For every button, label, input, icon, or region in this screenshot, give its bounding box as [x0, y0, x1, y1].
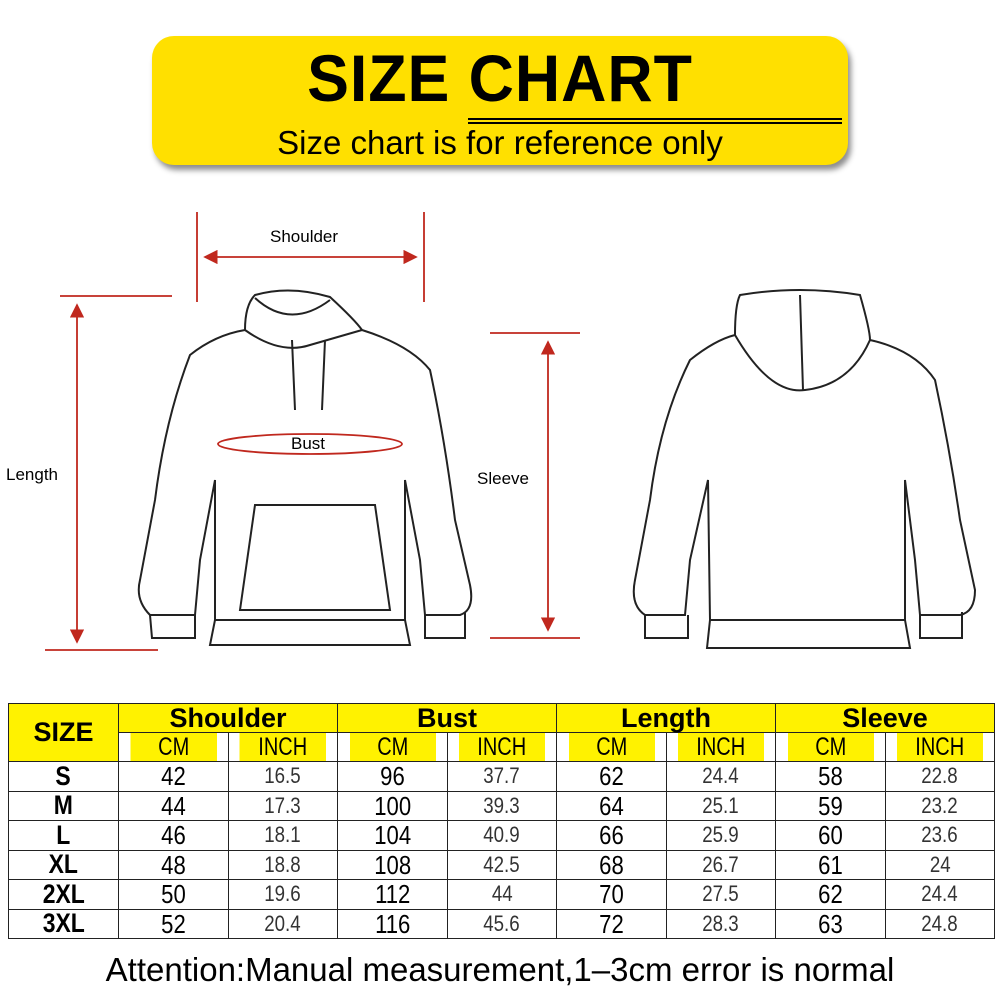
inch-cell: 26.7 — [702, 851, 739, 877]
inch-cell: 39.3 — [483, 792, 520, 818]
cm-cell: 100 — [373, 790, 411, 821]
inch-cell: 44 — [491, 881, 513, 907]
size-cell: S — [55, 760, 72, 791]
inch-cell: 24 — [929, 851, 951, 877]
size-cell: 3XL — [42, 908, 85, 939]
cm-cell: 96 — [379, 761, 405, 792]
subtitle: Size chart is for reference only — [277, 124, 723, 161]
bust-label: Bust — [291, 434, 326, 453]
cm-cell: 104 — [373, 820, 411, 851]
cm-cell: 108 — [373, 849, 411, 880]
cm-cell: 66 — [598, 820, 624, 851]
cm-cell: 112 — [374, 879, 410, 910]
unit-header: CM — [786, 732, 875, 762]
cm-cell: 52 — [160, 908, 186, 939]
inch-cell: 25.1 — [702, 792, 739, 818]
inch-cell: 28.3 — [702, 910, 739, 936]
cm-cell: 64 — [598, 790, 624, 821]
cm-cell: 72 — [598, 908, 624, 939]
length-label: Length — [6, 465, 58, 484]
footer-note: Attention:Manual measurement,1–3cm error… — [105, 951, 895, 988]
size-cell: M — [53, 790, 74, 821]
group-header: Sleeve — [775, 703, 995, 733]
inch-cell: 42.5 — [483, 851, 520, 877]
cm-cell: 61 — [817, 849, 843, 880]
title-banner: SIZE CHART Size chart is for reference o… — [152, 36, 848, 165]
cm-cell: 63 — [817, 908, 843, 939]
inch-cell: 19.6 — [264, 881, 301, 907]
group-header: Length — [556, 703, 776, 733]
inch-cell: 45.6 — [483, 910, 520, 936]
cm-cell: 70 — [598, 879, 624, 910]
inch-cell: 23.6 — [921, 822, 958, 848]
table-row: S 42 16.5 96 37.7 62 24.4 58 22.8 — [8, 760, 995, 792]
cm-cell: 59 — [817, 790, 843, 821]
cm-cell: 48 — [160, 849, 186, 880]
cm-cell: 62 — [598, 761, 624, 792]
inch-cell: 27.5 — [702, 881, 739, 907]
table-row: M 44 17.3 100 39.3 64 25.1 59 23.2 — [8, 790, 995, 821]
table-row: 3XL 52 20.4 116 45.6 72 28.3 63 24.8 — [8, 908, 995, 939]
unit-header: INCH — [895, 732, 984, 762]
size-cell: L — [56, 819, 71, 850]
inch-cell: 23.2 — [921, 792, 958, 818]
cm-cell: 46 — [160, 820, 186, 851]
title: SIZE CHART — [307, 41, 693, 115]
table-row: L 46 18.1 104 40.9 66 25.9 60 23.6 — [8, 819, 995, 851]
unit-header: INCH — [676, 732, 765, 762]
inch-cell: 37.7 — [483, 763, 520, 789]
unit-header: INCH — [457, 732, 546, 762]
inch-cell: 16.5 — [264, 763, 301, 789]
group-header: Bust — [337, 703, 557, 733]
inch-cell: 40.9 — [483, 822, 520, 848]
size-cell: XL — [48, 849, 79, 880]
inch-cell: 24.8 — [921, 910, 958, 936]
cm-cell: 68 — [598, 849, 624, 880]
group-header: Shoulder — [118, 703, 338, 733]
unit-header: CM — [567, 732, 656, 762]
size-cell: 2XL — [42, 878, 85, 909]
size-table: SIZE Shoulder Bust Length Sleeve CM INCH C… — [8, 703, 995, 939]
inch-cell: 22.8 — [921, 763, 958, 789]
hoodie-diagram — [45, 212, 977, 651]
sleeve-label: Sleeve — [477, 469, 529, 488]
cm-cell: 116 — [374, 908, 410, 939]
inch-cell: 20.4 — [264, 910, 301, 936]
cm-cell: 50 — [160, 879, 186, 910]
inch-cell: 25.9 — [702, 822, 739, 848]
cm-cell: 62 — [817, 879, 843, 910]
cm-cell: 44 — [160, 790, 186, 821]
inch-cell: 18.1 — [264, 822, 301, 848]
cm-cell: 42 — [160, 761, 186, 792]
measurement-arrows — [45, 212, 580, 651]
inch-cell: 24.4 — [921, 881, 958, 907]
unit-header: CM — [129, 732, 218, 762]
table-row: XL 48 18.8 108 42.5 68 26.7 61 24 — [8, 849, 995, 880]
table-row: 2XL 50 19.6 112 44 70 27.5 62 24.4 — [8, 878, 995, 910]
unit-header: INCH — [238, 732, 327, 762]
inch-cell: 17.3 — [264, 792, 301, 818]
shoulder-label: Shoulder — [270, 227, 339, 246]
hoodie-back — [632, 289, 977, 649]
inch-cell: 18.8 — [264, 851, 301, 877]
unit-header: CM — [348, 732, 437, 762]
title-underline — [468, 118, 842, 124]
hoodie-front — [137, 289, 473, 646]
inch-cell: 24.4 — [702, 763, 739, 789]
size-header: SIZE — [8, 703, 119, 762]
cm-cell: 60 — [817, 820, 843, 851]
cm-cell: 58 — [817, 761, 843, 792]
